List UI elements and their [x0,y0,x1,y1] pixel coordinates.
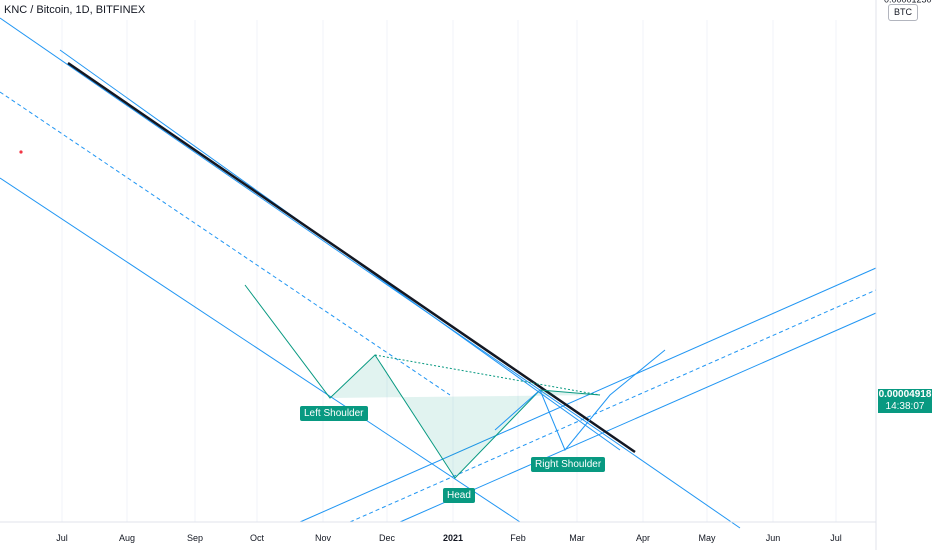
pattern-outline [244,284,601,479]
head-label: Head [443,488,475,503]
right-side-path [494,349,666,451]
pattern-fill [330,355,600,478]
x-tick-label: Feb [510,533,526,543]
channel-line [349,289,877,523]
price-axis[interactable]: 0.000240000.000220000.000200000.00018000… [875,0,932,550]
time-axis[interactable]: Jul Aug Sep Oct Nov Dec 2021 Feb Mar Apr May Jun Jul [0,521,876,543]
channel-line [399,312,877,523]
x-tick-label: Nov [315,533,332,543]
right-shoulder-label: Right Shoulder [531,457,606,472]
channel-line [0,91,451,396]
x-tick-label: Apr [636,533,650,543]
price-axis-bg [876,0,932,550]
channel-line [0,177,521,523]
x-tick-label: Sep [187,533,203,543]
x-tick-label: Jul [56,533,68,543]
grid [61,20,837,522]
channel-line [67,61,636,454]
x-tick-label: 2021 [443,533,463,543]
left-shoulder-label: Left Shoulder [300,406,368,421]
x-tick-label: Jul [830,533,842,543]
x-tick-label: Oct [250,533,265,543]
last-price-value: 0.00004918 [878,389,932,400]
head-and-shoulders-pattern [244,284,666,479]
spike-dot [19,150,23,154]
candles [19,150,23,154]
currency-chip[interactable]: BTC [888,4,918,21]
x-tick-label: Aug [119,533,135,543]
bar-countdown: 14:38:07 [885,401,925,412]
x-tick-label: Dec [379,533,396,543]
x-tick-label: Jun [766,533,781,543]
channel-line [0,17,741,529]
channel-lines [0,17,877,529]
pattern-neckline [374,354,601,396]
symbol-title[interactable]: KNC / Bitcoin, 1D, BITFINEX [4,4,146,16]
x-tick-label: May [698,533,716,543]
x-tick-label: Mar [569,533,585,543]
y-tick-label: 0.00001250 [884,0,932,4]
channel-line [299,267,877,523]
last-price-tag: 0.00004918 14:38:07 [878,389,932,413]
